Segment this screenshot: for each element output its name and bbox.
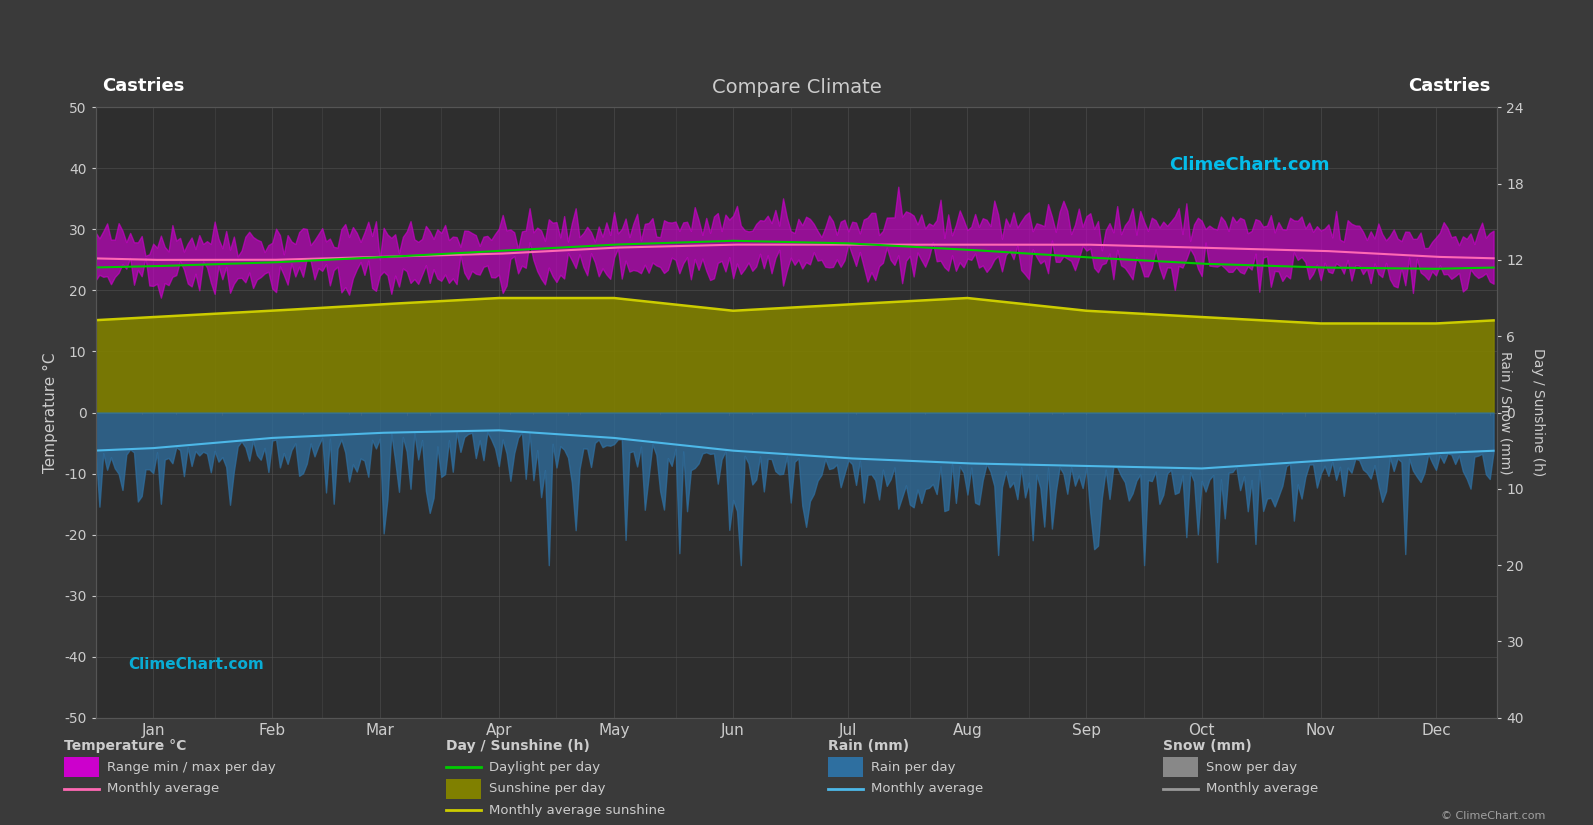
Text: Monthly average: Monthly average xyxy=(107,782,218,795)
Text: Temperature °C: Temperature °C xyxy=(64,739,186,752)
Text: Monthly average: Monthly average xyxy=(1206,782,1317,795)
Text: Castries: Castries xyxy=(102,77,185,95)
Text: Castries: Castries xyxy=(1408,77,1491,95)
Text: Snow per day: Snow per day xyxy=(1206,761,1297,774)
Text: ClimeChart.com: ClimeChart.com xyxy=(1169,156,1329,174)
Y-axis label: Temperature °C: Temperature °C xyxy=(43,352,59,473)
Text: Day / Sunshine (h): Day / Sunshine (h) xyxy=(446,739,589,752)
Text: Snow (mm): Snow (mm) xyxy=(1163,739,1252,752)
Text: Monthly average sunshine: Monthly average sunshine xyxy=(489,804,666,817)
Text: © ClimeChart.com: © ClimeChart.com xyxy=(1440,811,1545,821)
Text: Monthly average: Monthly average xyxy=(871,782,983,795)
Text: Range min / max per day: Range min / max per day xyxy=(107,761,276,774)
Text: ClimeChart.com: ClimeChart.com xyxy=(127,657,264,672)
Y-axis label: Day / Sunshine (h)

Rain / Snow (mm): Day / Sunshine (h) Rain / Snow (mm) xyxy=(1499,348,1545,477)
Text: Sunshine per day: Sunshine per day xyxy=(489,782,605,795)
Text: Rain per day: Rain per day xyxy=(871,761,956,774)
Text: Daylight per day: Daylight per day xyxy=(489,761,601,774)
Text: Rain (mm): Rain (mm) xyxy=(828,739,910,752)
Title: Compare Climate: Compare Climate xyxy=(712,78,881,97)
